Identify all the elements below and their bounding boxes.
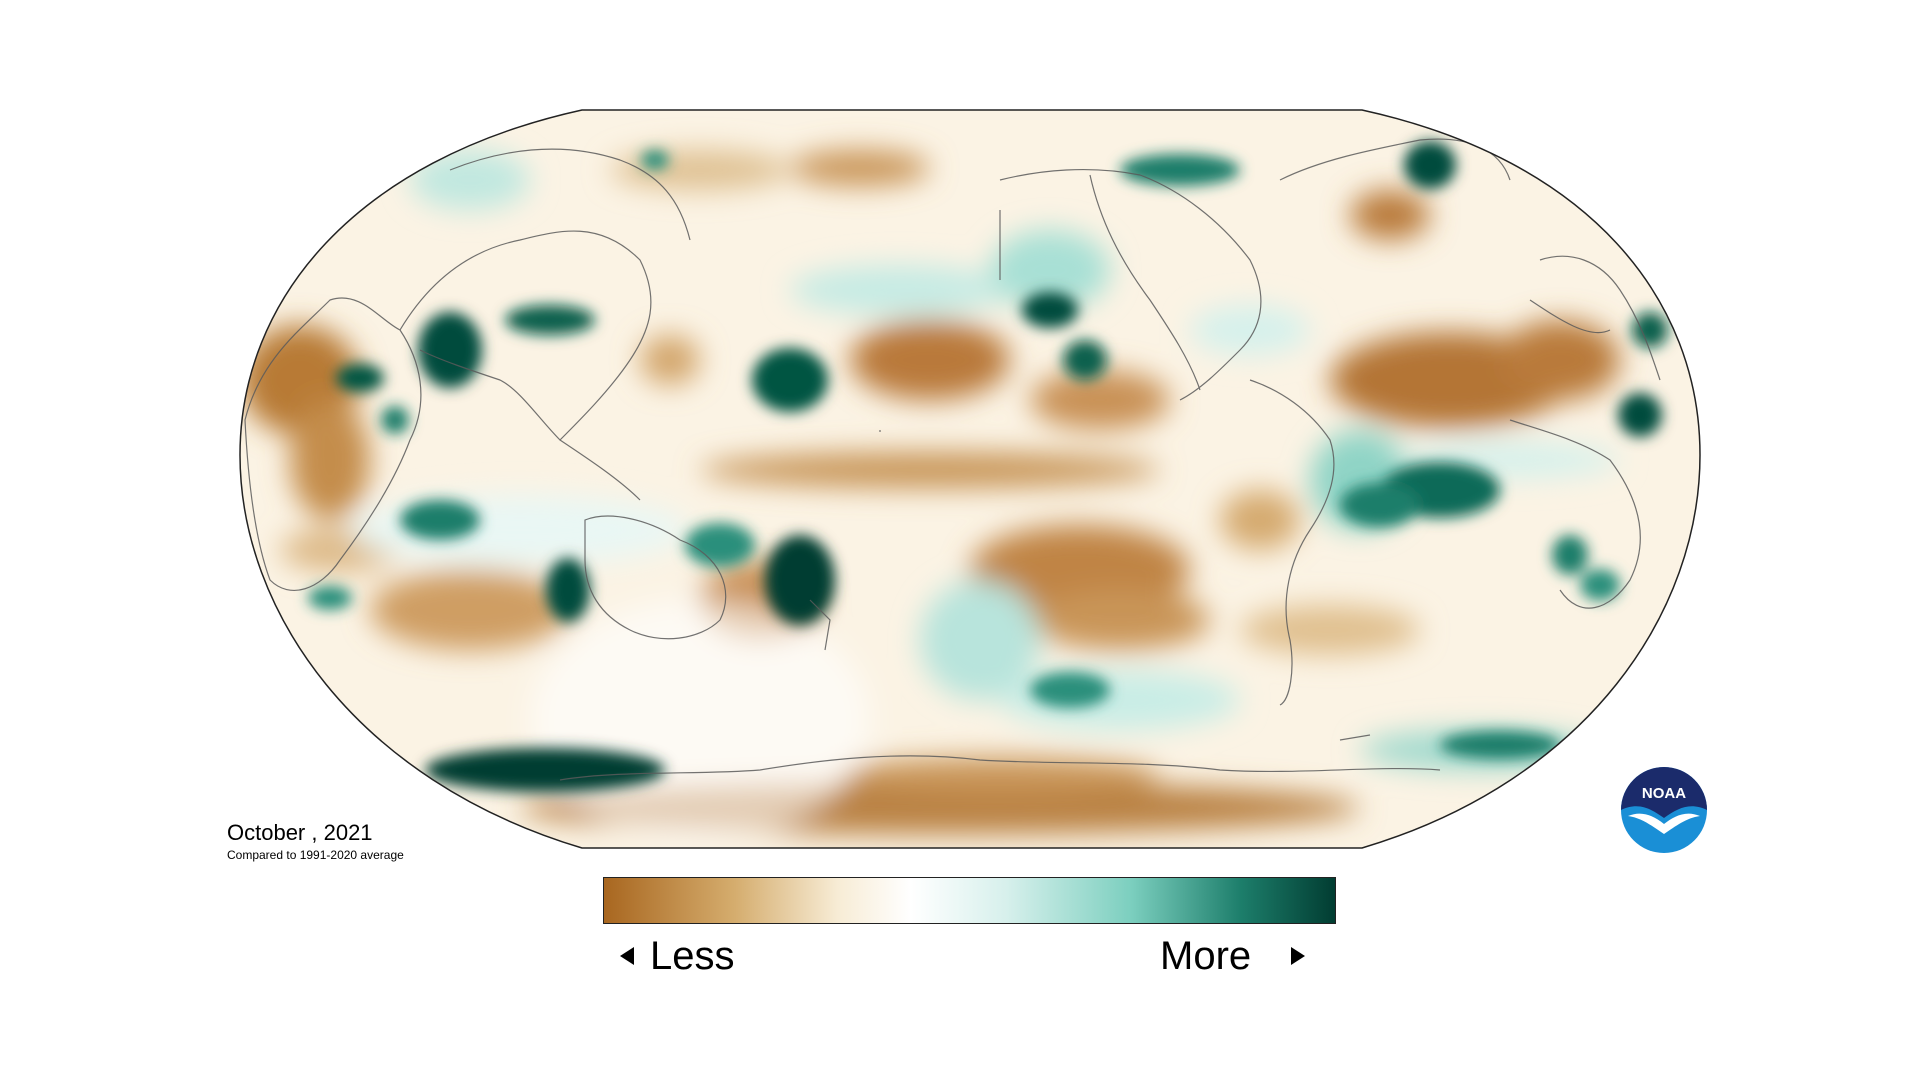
globe-outline [239,109,1701,849]
colorbar [603,877,1336,924]
date-title: October , 2021 [227,820,373,845]
globe-field [240,110,1700,848]
right-arrow-icon [1291,947,1306,965]
left-arrow-icon [620,947,634,965]
legend-more-label: More [1160,934,1252,978]
legend-less: Less [620,930,735,982]
noaa-logo-icon: NOAA [1621,767,1707,853]
legend-more: More [1160,930,1306,982]
colorbar-gradient [603,877,1336,924]
coastlines [244,138,1661,781]
noaa-logo-text: NOAA [1642,785,1686,802]
baseline-subtitle: Compared to 1991-2020 average [227,848,404,862]
legend-less-label: Less [650,934,735,978]
